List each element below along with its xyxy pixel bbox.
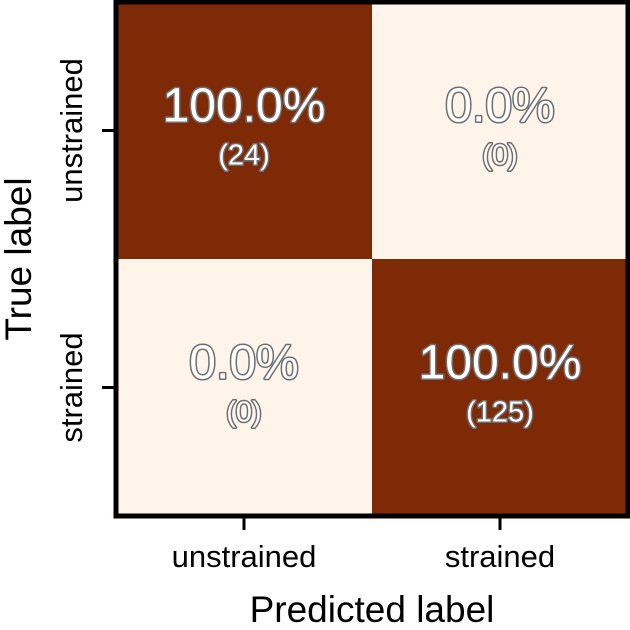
y-tick-label: strained [54,332,89,442]
heatmap-cells [116,2,629,517]
cell-count-label: (0) [482,140,517,172]
heatmap-cell-strained-strained [372,259,629,517]
cell-count-label: (0) [226,397,261,429]
y-tick-label: unstrained [54,58,89,203]
heatmap-cell-unstrained-unstrained [116,2,373,260]
cell-percent-label: 0.0% [445,80,554,133]
cell-count-label: (24) [218,140,270,172]
cell-count-label: (125) [466,397,534,429]
cell-labels: 100.0% (24) 0.0% (0) 0.0% (0) 100.0% (125) [161,78,583,430]
x-axis-title: Predicted label [250,589,495,630]
heatmap-cell-strained-unstrained [116,259,373,517]
heatmap-cell-unstrained-strained [372,2,629,260]
y-axis-title: True label [0,177,39,340]
x-tick-label: strained [445,539,555,574]
cell-percent-label: 100.0% [419,337,582,390]
x-tick-label: unstrained [172,539,317,574]
plot-frame [113,0,630,519]
cell-percent-label: 0.0% [189,337,298,390]
axis-ticks: unstrained strained unstrained strained [54,58,555,574]
cell-percent-label: 100.0% [163,80,326,133]
